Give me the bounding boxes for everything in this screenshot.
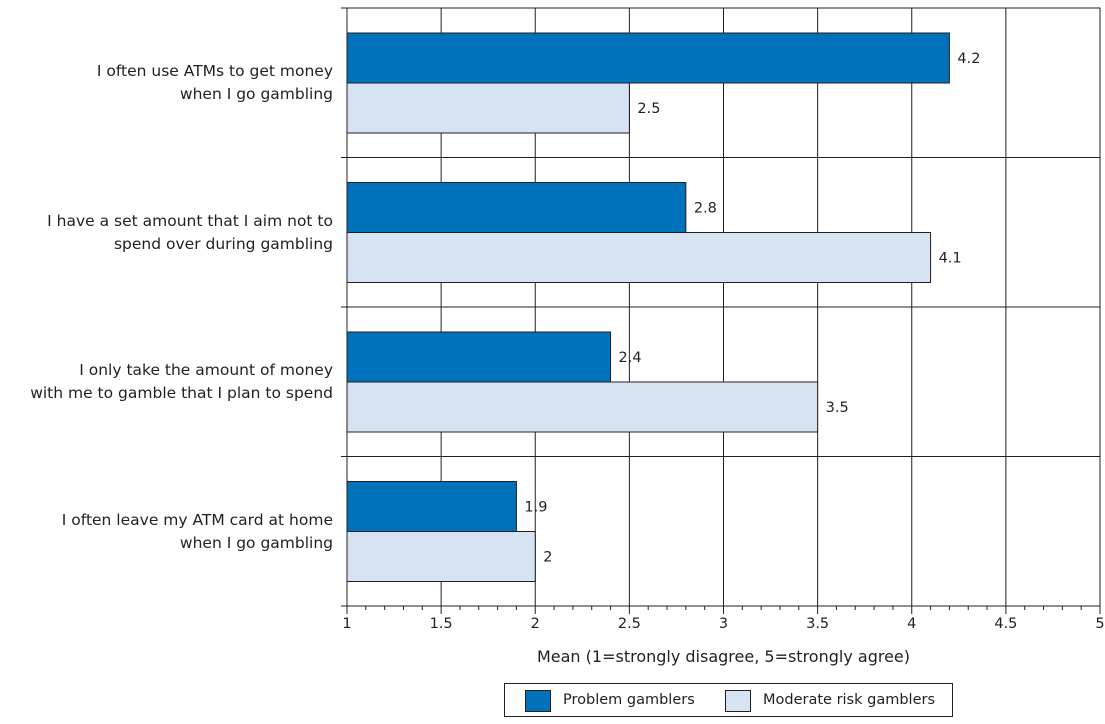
category-label-line: spend over during gambling	[113, 234, 333, 253]
bar	[346, 531, 536, 582]
legend-label-problem-gamblers: Problem gamblers	[563, 692, 695, 708]
bar-value-label: 4.1	[939, 251, 962, 267]
bar	[346, 82, 630, 134]
category-label-line: when I go gambling	[179, 533, 333, 552]
x-tick-label: 3.5	[806, 616, 829, 632]
category-label-line: when I go gambling	[179, 85, 333, 103]
legend-swatch-problem-gamblers	[525, 690, 551, 712]
x-tick-label: 2	[531, 616, 540, 632]
x-tick-label: 1	[342, 616, 351, 632]
x-tick-label: 1.5	[430, 616, 453, 632]
bar	[346, 331, 612, 383]
bar-value-label: 2.5	[637, 101, 660, 117]
category-label: I only take the amount of money with me t…	[0, 359, 333, 405]
bar-value-label: 1.9	[524, 500, 547, 516]
x-tick-label: 3	[719, 616, 728, 632]
category-label: I often use ATMs to get money when I go g…	[0, 60, 333, 106]
category-label: I often leave my ATM card at home when I …	[0, 509, 333, 555]
category-label-line: I only take the amount of money	[79, 361, 333, 379]
bar	[346, 481, 517, 532]
legend-label-moderate-risk-gamblers: Moderate risk gamblers	[763, 692, 936, 708]
bar	[346, 381, 819, 433]
bar-value-label: 2.8	[694, 201, 717, 217]
bar-value-label: 2	[543, 550, 552, 566]
category-label-line: with me to gamble that I plan to spend	[30, 384, 333, 402]
bar-value-label: 3.5	[826, 400, 849, 416]
category-label-line: I have a set amount that I aim not to	[47, 211, 333, 230]
bar	[346, 182, 687, 233]
bar	[346, 232, 932, 283]
legend-swatch-moderate-risk-gamblers	[725, 690, 751, 712]
bar-value-label: 2.4	[619, 350, 642, 366]
x-tick-label: 4	[907, 616, 916, 632]
bar-value-label: 4.2	[957, 51, 980, 67]
x-tick-label: 4.5	[994, 616, 1017, 632]
category-label-line: I often leave my ATM card at home	[61, 510, 333, 529]
category-label-line: I often use ATMs to get money	[96, 62, 333, 80]
x-tick-label: 2.5	[618, 616, 641, 632]
x-tick-label: 5	[1095, 616, 1104, 632]
legend: Problem gamblers Moderate risk gamblers	[504, 683, 953, 717]
bar	[346, 32, 950, 84]
x-axis-label: Mean (1=strongly disagree, 5=strongly ag…	[536, 647, 911, 666]
category-label: I have a set amount that I aim not to spe…	[0, 210, 333, 256]
